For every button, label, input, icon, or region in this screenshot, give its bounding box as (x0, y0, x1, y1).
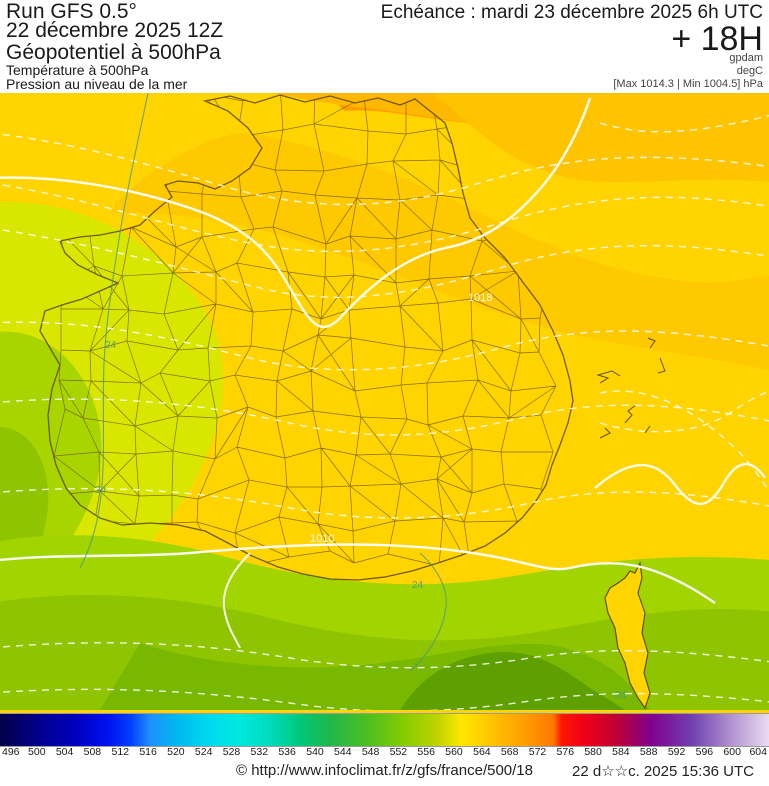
svg-text:24: 24 (412, 580, 424, 591)
svg-text:24: 24 (615, 690, 627, 701)
svg-text:1018: 1018 (468, 292, 492, 304)
svg-text:24: 24 (95, 485, 107, 496)
svg-text:24: 24 (105, 340, 117, 351)
svg-text:1010: 1010 (310, 533, 334, 545)
